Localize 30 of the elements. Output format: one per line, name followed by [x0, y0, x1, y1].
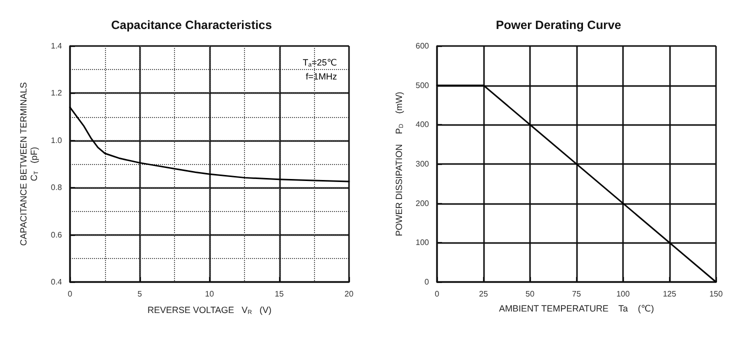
- x-tick-label: 50: [526, 290, 535, 298]
- x-tick-label: 25: [479, 290, 488, 298]
- y-tick-label: 500: [416, 80, 430, 90]
- x-tick-label: 15: [274, 290, 284, 298]
- x-tick-label: 100: [616, 290, 630, 298]
- y-tick-label: 0.4: [50, 278, 63, 286]
- x-axis-title: AMBIENT TEMPERATURE Ta (℃): [499, 304, 654, 314]
- x-tick-label: 0: [434, 290, 440, 298]
- chart-title: Capacitance Characteristics: [111, 18, 272, 32]
- y-tick-label: 100: [416, 238, 430, 248]
- y-tick-label: 1.0: [50, 136, 63, 145]
- y-tick-label: 0.6: [50, 230, 63, 240]
- y-tick-label: 200: [416, 198, 430, 208]
- x-tick-label: 150: [709, 290, 724, 298]
- x-tick-label: 10: [205, 290, 214, 298]
- y-tick-label: 0: [424, 278, 430, 286]
- chart-title: Power Derating Curve: [496, 18, 622, 32]
- y-tick-label: 400: [416, 120, 430, 130]
- x-tick-label: 5: [138, 290, 143, 298]
- line-series: [69, 106, 350, 182]
- y-tick-label: 1.4: [50, 42, 63, 50]
- x-tick-label: 20: [344, 290, 354, 298]
- y-tick-label: 600: [416, 42, 430, 50]
- y-tick-label: 0.8: [50, 183, 63, 192]
- y-tick-label: 300: [416, 160, 430, 168]
- x-tick-label: 125: [662, 290, 677, 298]
- x-tick-label: 75: [572, 290, 582, 298]
- y-tick-label: 1.2: [50, 88, 63, 98]
- x-tick-label: 0: [68, 290, 73, 298]
- annotation: f=1MHz: [306, 72, 338, 82]
